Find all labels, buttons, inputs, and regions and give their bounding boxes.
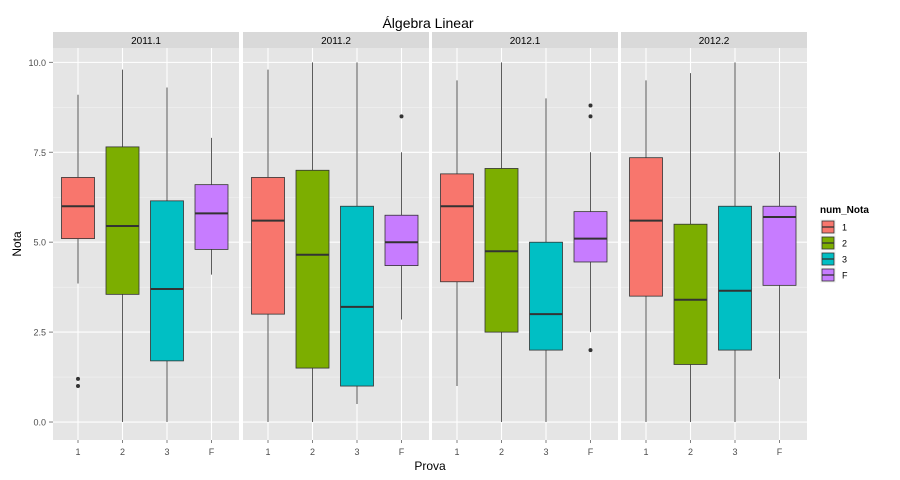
legend-entry-label: F: [842, 271, 848, 281]
y-axis-label: Nota: [10, 231, 24, 257]
x-tick-label: 3: [164, 447, 169, 457]
legend-entry-F: F: [819, 266, 848, 284]
facet-panel-2012.2: 2012.2 1 2 3 F: [621, 32, 807, 457]
box-body: [529, 241, 563, 351]
legend-entries: 1 2 3 F: [819, 218, 848, 284]
box-body: [194, 184, 229, 250]
box-2012.2-3: [718, 62, 752, 423]
box-body: [105, 146, 140, 295]
box-2011.2-1: [251, 69, 285, 423]
x-tick-label: 2: [688, 447, 693, 457]
box-body: [718, 205, 752, 351]
box-2011.2-2: [295, 62, 330, 423]
x-tick-label: 1: [75, 447, 80, 457]
box-body: [61, 177, 95, 240]
x-tick-label: 1: [643, 447, 648, 457]
facet-strip-label: 2011.2: [321, 36, 351, 47]
box-body: [251, 177, 285, 315]
facet-strip: [243, 32, 429, 48]
box-2011.1-3: [150, 87, 184, 423]
box-body: [150, 200, 184, 362]
x-tick-label: 3: [354, 447, 359, 457]
box-2012.1-F: [573, 103, 608, 353]
box-2012.1-3: [529, 98, 563, 423]
legend: num_Nota 1 2 3 F: [819, 205, 869, 284]
y-tick-label: 5.0: [33, 238, 46, 248]
x-tick-label: 2: [120, 447, 125, 457]
y-tick-label: 7.5: [33, 148, 46, 158]
box-body: [573, 211, 608, 263]
x-tick-label: 3: [543, 447, 548, 457]
facet-strip-label: 2011.1: [131, 36, 161, 47]
box-2012.1-1: [440, 80, 474, 387]
outlier-point: [399, 114, 404, 119]
box-2011.1-F: [194, 137, 229, 275]
facet-panels: 2011.1 1 2 3 F 2011.2 1 2 3 F 2012.1 1 2 3 F 2012.2 1 2 3 F: [53, 32, 807, 457]
legend-entry-3: 3: [819, 250, 847, 268]
box-body: [384, 214, 419, 266]
facet-panel-2011.2: 2011.2 1 2 3 F: [243, 32, 429, 457]
box-2011.2-3: [340, 62, 374, 405]
legend-entry-1: 1: [819, 218, 847, 236]
outlier-point: [588, 103, 593, 108]
x-tick-label: 1: [454, 447, 459, 457]
box-2011.1-2: [105, 69, 140, 423]
x-tick-label: 3: [732, 447, 737, 457]
box-2012.2-1: [629, 80, 663, 423]
outlier-point: [588, 114, 593, 119]
y-tick-label: 0.0: [33, 418, 46, 428]
box-body: [762, 205, 797, 286]
facet-panel-2012.1: 2012.1 1 2 3 F: [432, 32, 618, 457]
legend-entry-label: 1: [842, 223, 847, 233]
facet-strip: [621, 32, 807, 48]
facet-strip-label: 2012.2: [699, 36, 730, 47]
x-tick-label: 1: [265, 447, 270, 457]
facet-strip: [53, 32, 239, 48]
outlier-point: [588, 348, 593, 353]
x-tick-label: 2: [499, 447, 504, 457]
legend-title: num_Nota: [820, 205, 869, 216]
box-body: [629, 157, 663, 297]
box-2011.2-F: [384, 114, 419, 320]
box-body: [673, 223, 708, 365]
x-tick-label: F: [399, 447, 405, 457]
x-tick-label: 2: [310, 447, 315, 457]
box-2012.1-2: [484, 62, 519, 423]
box-2011.1-1: [61, 94, 95, 389]
x-tick-label: F: [588, 447, 594, 457]
box-2012.2-F: [762, 152, 797, 379]
facet-strip: [432, 32, 618, 48]
facet-panel-2011.1: 2011.1 1 2 3 F: [53, 32, 239, 457]
legend-entry-2: 2: [819, 234, 847, 252]
x-tick-label: F: [209, 447, 215, 457]
y-axis: 0.0 2.5 5.0 7.5 10.0: [28, 58, 53, 428]
y-tick-label: 10.0: [28, 58, 46, 68]
chart-title: Álgebra Linear: [382, 15, 473, 31]
box-body: [295, 169, 330, 369]
box-body: [440, 173, 474, 283]
y-tick-label: 2.5: [33, 328, 46, 338]
outlier-point: [76, 376, 80, 381]
facet-strip-label: 2012.1: [510, 36, 541, 47]
legend-entry-label: 3: [842, 255, 847, 265]
legend-entry-label: 2: [842, 239, 847, 249]
x-axis-label: Prova: [414, 459, 446, 473]
box-2012.2-2: [673, 73, 708, 423]
box-body: [340, 205, 374, 387]
outlier-point: [76, 384, 80, 389]
x-tick-label: F: [777, 447, 783, 457]
